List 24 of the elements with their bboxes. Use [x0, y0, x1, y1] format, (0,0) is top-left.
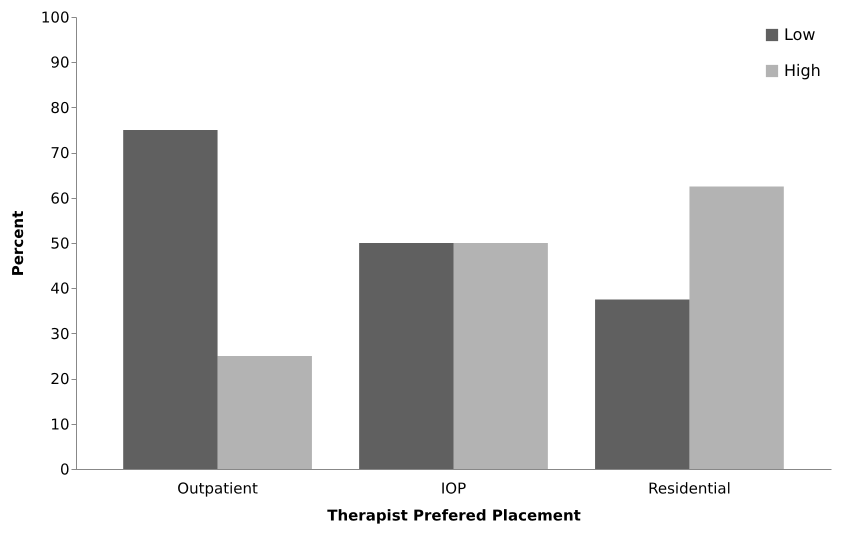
- bar: [123, 130, 218, 469]
- y-tick-label: 10: [50, 415, 70, 434]
- y-tick-label: 0: [60, 460, 70, 478]
- y-tick-label: 60: [50, 189, 70, 208]
- bar: [454, 243, 548, 469]
- x-tick-label: Residential: [648, 480, 731, 498]
- y-axis-title: Percent: [8, 210, 27, 276]
- y-tick-label: 20: [50, 370, 70, 388]
- bar: [595, 300, 690, 469]
- y-tick-label: 100: [40, 8, 70, 26]
- legend-label: High: [784, 61, 821, 80]
- bar: [359, 243, 454, 469]
- y-tick-label: 70: [50, 144, 70, 162]
- legend-label: Low: [784, 25, 816, 44]
- y-tick-label: 90: [50, 54, 70, 72]
- x-tick-label: IOP: [440, 480, 466, 498]
- x-tick-label: Outpatient: [177, 480, 258, 498]
- bar: [689, 186, 784, 469]
- bar: [218, 356, 312, 469]
- y-tick-label: 30: [50, 324, 70, 343]
- x-axis-title: Therapist Prefered Placement: [327, 506, 581, 524]
- y-tick-label: 80: [50, 98, 70, 117]
- y-tick-label: 40: [50, 280, 70, 298]
- y-tick-label: 50: [50, 234, 70, 252]
